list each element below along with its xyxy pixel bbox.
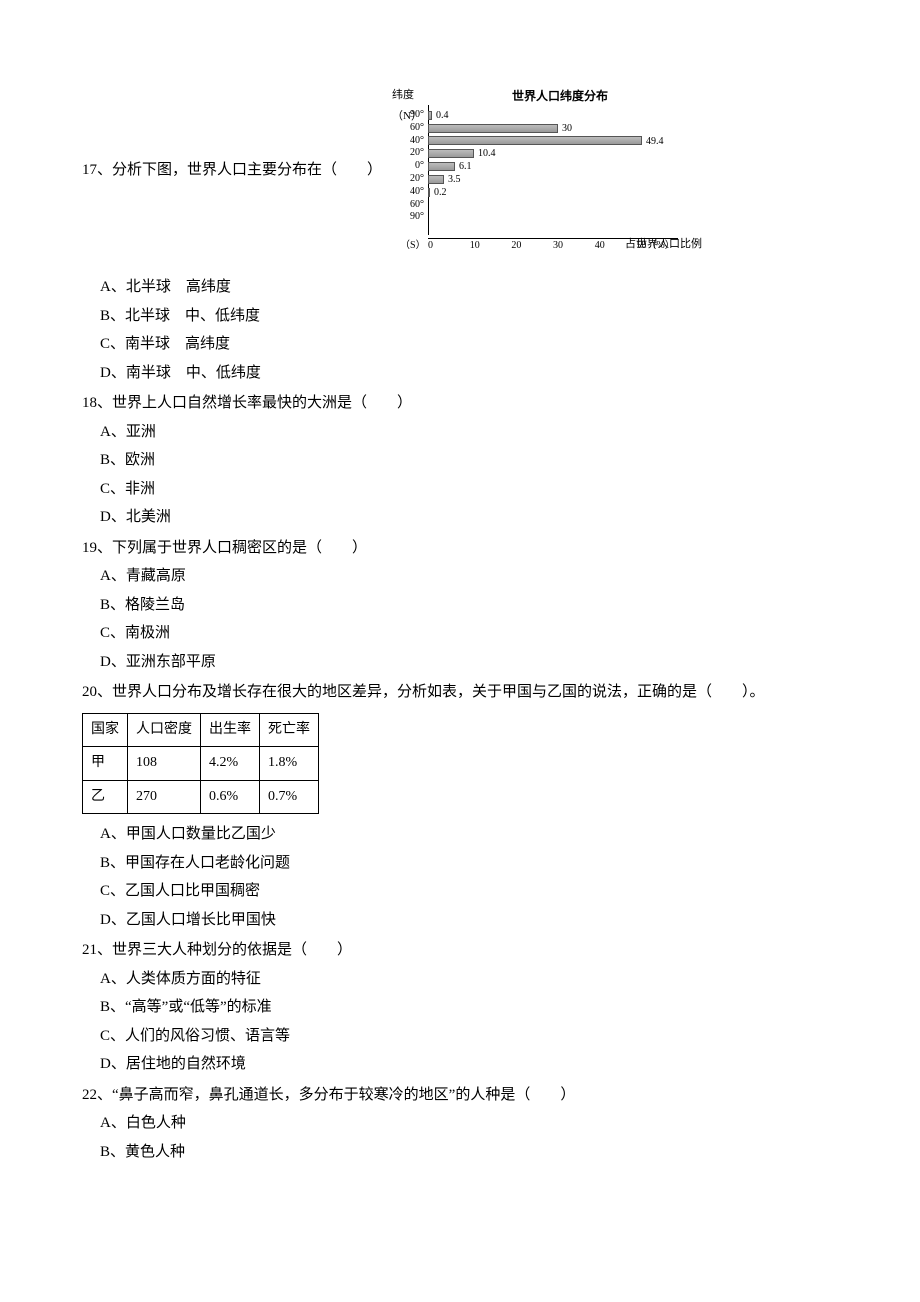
question-20-table: 国家 人口密度 出生率 死亡率 甲 108 4.2% 1.8% 乙 270 0.… bbox=[82, 713, 319, 815]
option-b: B、甲国存在人口老龄化问题 bbox=[100, 849, 920, 878]
option-b: B、“高等”或“低等”的标准 bbox=[100, 993, 920, 1022]
option-b: B、欧洲 bbox=[100, 446, 920, 475]
option-d: D、居住地的自然环境 bbox=[100, 1050, 920, 1079]
bar-value: 49.4 bbox=[646, 132, 664, 151]
table-cell: 270 bbox=[128, 780, 201, 814]
option-d: D、亚洲东部平原 bbox=[100, 648, 920, 677]
table-cell: 甲 bbox=[83, 747, 128, 781]
y-tick: 40° bbox=[392, 182, 424, 195]
option-d: D、南半球 中、低纬度 bbox=[100, 359, 920, 388]
table-header: 死亡率 bbox=[260, 713, 319, 747]
table-header: 国家 bbox=[83, 713, 128, 747]
bar bbox=[428, 188, 430, 197]
option-c: C、非洲 bbox=[100, 475, 920, 504]
question-20-options: A、甲国人口数量比乙国少 B、甲国存在人口老龄化问题 C、乙国人口比甲国稠密 D… bbox=[100, 820, 920, 934]
y-tick: 20° bbox=[392, 169, 424, 182]
option-a: A、青藏高原 bbox=[100, 562, 920, 591]
y-tick: 60° bbox=[392, 195, 424, 208]
table-cell: 0.6% bbox=[201, 780, 260, 814]
question-19-options: A、青藏高原 B、格陵兰岛 C、南极洲 D、亚洲东部平原 bbox=[100, 562, 920, 676]
option-d: D、乙国人口增长比甲国快 bbox=[100, 906, 920, 935]
option-d: D、北美洲 bbox=[100, 503, 920, 532]
table-row: 乙 270 0.6% 0.7% bbox=[83, 780, 319, 814]
y-ticks: 90° 60° 40° 20° 0° 20° 40° 60° 90° bbox=[392, 105, 424, 220]
option-b: B、格陵兰岛 bbox=[100, 591, 920, 620]
y-tick: 40° bbox=[392, 131, 424, 144]
table-header: 人口密度 bbox=[128, 713, 201, 747]
question-18-options: A、亚洲 B、欧洲 C、非洲 D、北美洲 bbox=[100, 418, 920, 532]
option-a: A、白色人种 bbox=[100, 1109, 920, 1138]
bar bbox=[428, 136, 642, 145]
x-tick: 20 bbox=[511, 236, 553, 255]
option-c: C、南极洲 bbox=[100, 619, 920, 648]
table-header: 出生率 bbox=[201, 713, 260, 747]
option-a: A、人类体质方面的特征 bbox=[100, 965, 920, 994]
option-b: B、北半球 中、低纬度 bbox=[100, 302, 920, 331]
x-tick: 10 bbox=[470, 236, 512, 255]
option-a: A、甲国人口数量比乙国少 bbox=[100, 820, 920, 849]
bar-value: 0.2 bbox=[434, 183, 447, 202]
question-22-text: 22、“鼻子高而窄，鼻孔通道长，多分布于较寒冷的地区”的人种是（ ） bbox=[82, 1081, 920, 1110]
bar-value: 30 bbox=[562, 119, 572, 138]
y-tick: 20° bbox=[392, 143, 424, 156]
question-21-options: A、人类体质方面的特征 B、“高等”或“低等”的标准 C、人们的风俗习惯、语言等… bbox=[100, 965, 920, 1079]
table-cell: 1.8% bbox=[260, 747, 319, 781]
option-c: C、人们的风俗习惯、语言等 bbox=[100, 1022, 920, 1051]
question-18-text: 18、世界上人口自然增长率最快的大洲是（ ） bbox=[82, 389, 920, 418]
y-tick: 90° bbox=[392, 105, 424, 118]
option-a: A、北半球 高纬度 bbox=[100, 273, 920, 302]
x-tick: 0 bbox=[428, 236, 470, 255]
question-19-text: 19、下列属于世界人口稠密区的是（ ） bbox=[82, 534, 920, 563]
chart-bars: 0.4 30 49.4 10.4 6.1 3.5 0.2 bbox=[428, 109, 664, 211]
option-c: C、乙国人口比甲国稠密 bbox=[100, 877, 920, 906]
y-tick: 0° bbox=[392, 156, 424, 169]
question-20-text: 20、世界人口分布及增长存在很大的地区差异，分析如表，关于甲国与乙国的说法，正确… bbox=[82, 678, 920, 707]
latitude-population-chart: 世界人口纬度分布 纬度（N） 90° 60° 40° 20° 0° 20° 40… bbox=[392, 85, 702, 255]
question-17-options: A、北半球 高纬度 B、北半球 中、低纬度 C、南半球 高纬度 D、南半球 中、… bbox=[100, 273, 920, 387]
chart-title: 世界人口纬度分布 bbox=[512, 85, 608, 108]
x-tick: 30 bbox=[553, 236, 595, 255]
bar bbox=[428, 124, 558, 133]
x-axis-label: 占世界人口比例 bbox=[625, 234, 702, 255]
bar-value: 0.4 bbox=[436, 106, 449, 125]
s-label: （S） bbox=[400, 236, 426, 255]
table-cell: 乙 bbox=[83, 780, 128, 814]
question-17-text: 17、分析下图，世界人口主要分布在（ ） bbox=[82, 156, 382, 185]
question-17-row: 17、分析下图，世界人口主要分布在（ ） 世界人口纬度分布 纬度（N） 90° … bbox=[82, 85, 920, 255]
y-tick: 60° bbox=[392, 118, 424, 131]
option-b: B、黄色人种 bbox=[100, 1138, 920, 1167]
table-cell: 4.2% bbox=[201, 747, 260, 781]
question-22-options: A、白色人种 B、黄色人种 bbox=[100, 1109, 920, 1166]
bar-value: 6.1 bbox=[459, 157, 472, 176]
bar-value: 3.5 bbox=[448, 170, 461, 189]
bar bbox=[428, 111, 432, 120]
table-cell: 108 bbox=[128, 747, 201, 781]
option-c: C、南半球 高纬度 bbox=[100, 330, 920, 359]
question-21-text: 21、世界三大人种划分的依据是（ ） bbox=[82, 936, 920, 965]
y-tick: 90° bbox=[392, 207, 424, 220]
option-a: A、亚洲 bbox=[100, 418, 920, 447]
table-cell: 0.7% bbox=[260, 780, 319, 814]
bar-value: 10.4 bbox=[478, 144, 496, 163]
table-row: 甲 108 4.2% 1.8% bbox=[83, 747, 319, 781]
table-header-row: 国家 人口密度 出生率 死亡率 bbox=[83, 713, 319, 747]
